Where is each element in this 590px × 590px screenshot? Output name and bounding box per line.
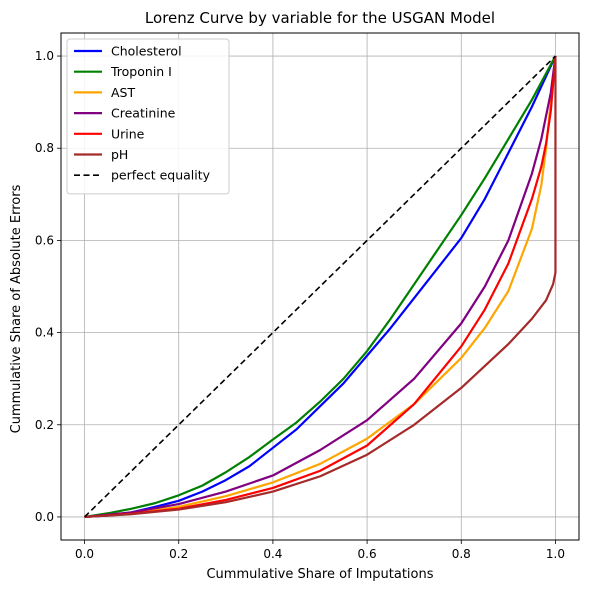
- legend-box: [66, 38, 230, 195]
- plot-frame: [60, 32, 580, 541]
- legend-label: pH: [111, 147, 128, 162]
- series-line-ast: [84, 55, 557, 519]
- y-axis-label: Cummulative Share of Absolute Errors: [9, 184, 24, 433]
- series-line-troponin-i: [84, 55, 557, 519]
- legend-label: perfect equality: [111, 168, 211, 183]
- y-tick-label: 0.0: [35, 510, 54, 524]
- axis-ticks: 0.0 0.2 0.4 0.6 0.8 1.0 0.0 0.2 0.4 0.6 0.8 1.0: [35, 49, 565, 561]
- x-tick-label: 0.6: [358, 547, 377, 561]
- series-line-ph: [84, 56, 557, 519]
- series-line-urine: [84, 55, 557, 519]
- y-tick-label: 1.0: [35, 49, 54, 63]
- x-tick-label: 0.8: [452, 547, 471, 561]
- y-tick-label: 0.4: [35, 326, 54, 340]
- series-line-perfect-equality: [83, 55, 557, 518]
- legend-label: Creatinine: [111, 106, 176, 121]
- y-tick-label: 0.8: [35, 141, 54, 155]
- chart-title: Lorenz Curve by variable for the USGAN M…: [145, 9, 495, 27]
- legend-label: AST: [111, 85, 135, 100]
- series-lines: [83, 55, 557, 519]
- x-tick-label: 0.4: [263, 547, 282, 561]
- legend-label: Urine: [111, 126, 145, 141]
- x-tick-label: 0.2: [169, 547, 188, 561]
- legend: Cholesterol Troponin I AST Creatinine Urine p…: [66, 38, 230, 195]
- series-line-creatinine: [84, 55, 557, 519]
- x-tick-label: 1.0: [546, 547, 565, 561]
- x-axis-label: Cummulative Share of Imputations: [206, 567, 433, 582]
- legend-label: Cholesterol: [111, 44, 182, 59]
- y-tick-label: 0.2: [35, 418, 54, 432]
- y-tick-label: 0.6: [35, 233, 54, 247]
- legend-label: Troponin I: [110, 64, 172, 79]
- x-tick-label: 0.0: [75, 547, 94, 561]
- series-line-cholesterol: [84, 55, 557, 519]
